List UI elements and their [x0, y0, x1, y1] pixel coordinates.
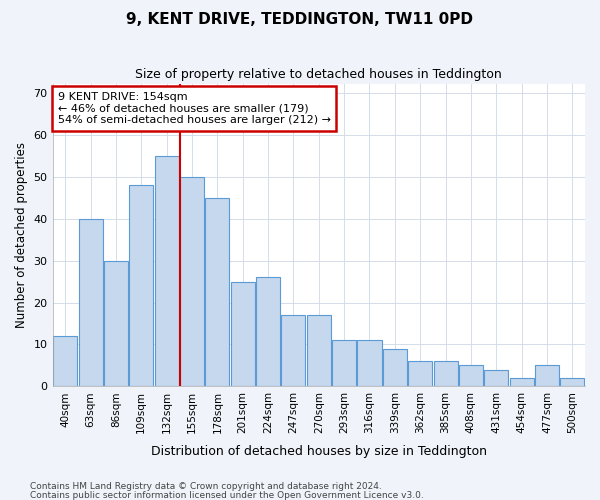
- Text: 9, KENT DRIVE, TEDDINGTON, TW11 0PD: 9, KENT DRIVE, TEDDINGTON, TW11 0PD: [127, 12, 473, 28]
- Bar: [484, 370, 508, 386]
- Bar: [281, 315, 305, 386]
- Bar: [358, 340, 382, 386]
- Bar: [408, 361, 432, 386]
- Bar: [560, 378, 584, 386]
- Y-axis label: Number of detached properties: Number of detached properties: [15, 142, 28, 328]
- Bar: [79, 218, 103, 386]
- Bar: [205, 198, 229, 386]
- Title: Size of property relative to detached houses in Teddington: Size of property relative to detached ho…: [136, 68, 502, 80]
- Bar: [459, 366, 483, 386]
- Bar: [307, 315, 331, 386]
- Bar: [104, 260, 128, 386]
- Text: 9 KENT DRIVE: 154sqm
← 46% of detached houses are smaller (179)
54% of semi-deta: 9 KENT DRIVE: 154sqm ← 46% of detached h…: [58, 92, 331, 125]
- Text: Contains HM Land Registry data © Crown copyright and database right 2024.: Contains HM Land Registry data © Crown c…: [30, 482, 382, 491]
- Bar: [256, 278, 280, 386]
- Bar: [230, 282, 255, 387]
- Bar: [129, 185, 154, 386]
- Bar: [383, 348, 407, 387]
- Bar: [155, 156, 179, 386]
- Bar: [180, 176, 204, 386]
- Text: Contains public sector information licensed under the Open Government Licence v3: Contains public sector information licen…: [30, 490, 424, 500]
- Bar: [53, 336, 77, 386]
- X-axis label: Distribution of detached houses by size in Teddington: Distribution of detached houses by size …: [151, 444, 487, 458]
- Bar: [332, 340, 356, 386]
- Bar: [535, 366, 559, 386]
- Bar: [509, 378, 533, 386]
- Bar: [434, 361, 458, 386]
